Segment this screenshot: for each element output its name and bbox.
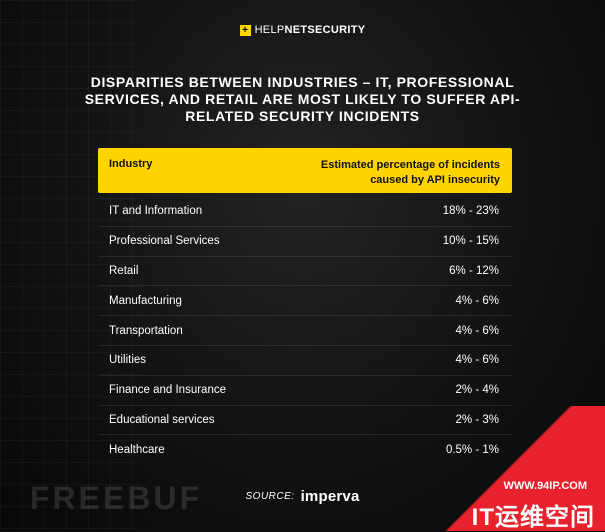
- source-label: SOURCE:: [245, 491, 295, 502]
- freebuf-watermark: FREEBUF: [30, 480, 203, 516]
- corner-watermark-bg: [415, 406, 605, 531]
- header-industry: Industry: [109, 158, 153, 170]
- industry-cell: Professional Services: [109, 235, 220, 248]
- table-body: IT and Information 18% - 23% Professional …: [98, 197, 512, 465]
- table-row: Utilities 4% - 6%: [98, 346, 512, 376]
- incident-table: Industry Estimated percentage of inciden…: [98, 148, 512, 465]
- imperva-logo: imperva: [300, 488, 360, 505]
- plus-icon: +: [239, 24, 251, 36]
- table-row: IT and Information 18% - 23%: [98, 197, 512, 227]
- table-row: Retail 6% - 12%: [98, 257, 512, 287]
- chart-title: Disparities between industries – IT, pro…: [84, 74, 521, 124]
- source: SOURCE: imperva: [0, 488, 605, 505]
- industry-cell: Utilities: [109, 354, 147, 367]
- brand-name-bold: NETSECURITY: [284, 24, 366, 36]
- industry-cell: Manufacturing: [109, 294, 182, 307]
- percentage-cell: 4% - 6%: [455, 294, 499, 307]
- percentage-cell: 10% - 15%: [442, 235, 499, 248]
- percentage-cell: 4% - 6%: [455, 354, 499, 367]
- percentage-cell: 4% - 6%: [455, 324, 499, 337]
- industry-cell: Transportation: [109, 324, 183, 337]
- brand-name-light: HELP: [254, 24, 285, 36]
- brand-logo: + HELPNETSECURITY: [0, 24, 605, 36]
- industry-cell: Finance and Insurance: [109, 384, 226, 397]
- brand-name: HELPNETSECURITY: [255, 24, 366, 36]
- percentage-cell: 6% - 12%: [449, 264, 499, 277]
- header-percentage: Estimated percentage of incidents caused…: [320, 159, 500, 186]
- site-name-watermark: IT运维空间: [471, 504, 595, 531]
- table-row: Professional Services 10% - 15%: [98, 227, 512, 257]
- table-row: Finance and Insurance 2% - 4%: [98, 376, 512, 406]
- table-row: Manufacturing 4% - 6%: [98, 286, 512, 317]
- table-header: Industry Estimated percentage of inciden…: [98, 148, 512, 193]
- industry-cell: Retail: [109, 264, 139, 277]
- industry-cell: IT and Information: [109, 205, 203, 218]
- industry-cell: Educational services: [109, 413, 215, 426]
- table-row: Transportation 4% - 6%: [98, 316, 512, 346]
- percentage-cell: 2% - 4%: [455, 384, 499, 397]
- background-grid: [0, 0, 140, 531]
- site-url-watermark: WWW.94IP.COM: [503, 480, 587, 492]
- industry-cell: Healthcare: [109, 444, 165, 457]
- percentage-cell: 18% - 23%: [442, 205, 499, 218]
